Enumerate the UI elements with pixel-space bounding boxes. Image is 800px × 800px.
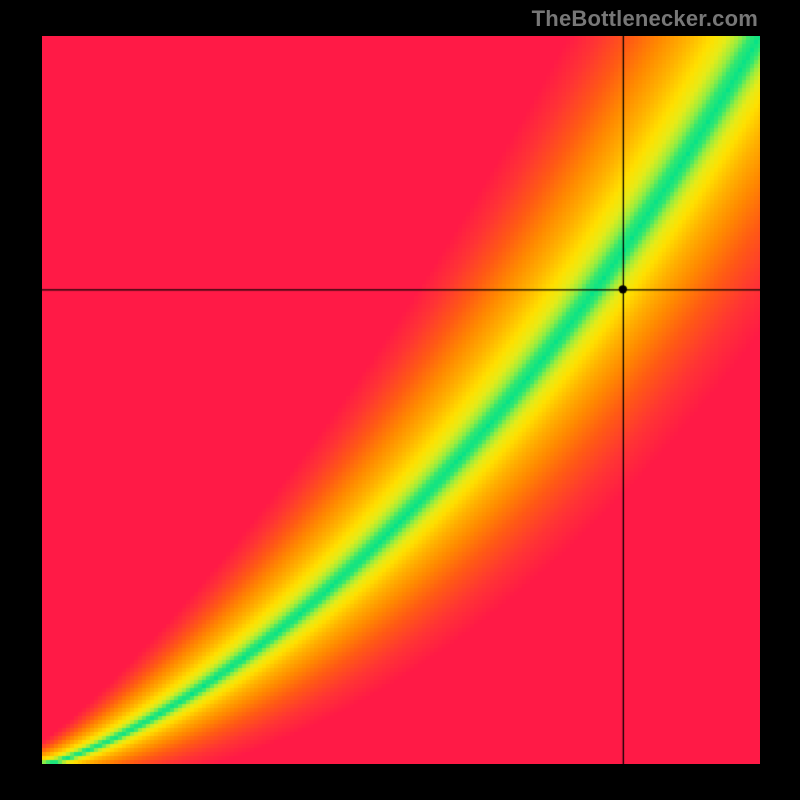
chart-container: TheBottlenecker.com [0, 0, 800, 800]
overlay-canvas [42, 36, 760, 764]
watermark-text: TheBottlenecker.com [532, 6, 758, 32]
